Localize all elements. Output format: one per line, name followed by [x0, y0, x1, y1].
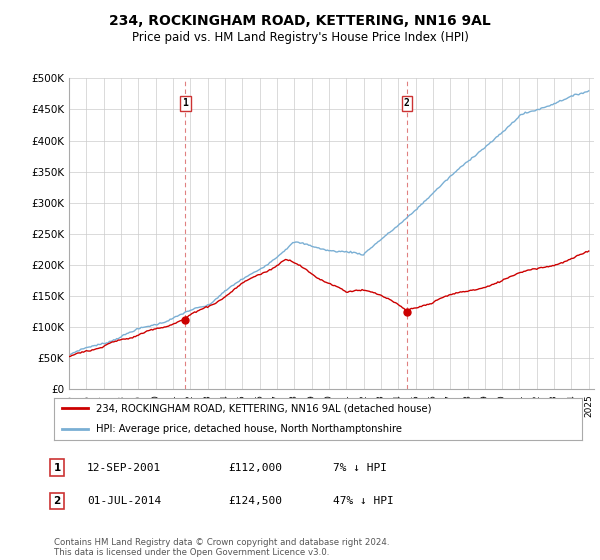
Text: 1: 1: [53, 463, 61, 473]
Text: HPI: Average price, detached house, North Northamptonshire: HPI: Average price, detached house, Nort…: [96, 424, 402, 434]
Text: 2: 2: [53, 496, 61, 506]
Text: £112,000: £112,000: [228, 463, 282, 473]
Text: 47% ↓ HPI: 47% ↓ HPI: [333, 496, 394, 506]
Text: 7% ↓ HPI: 7% ↓ HPI: [333, 463, 387, 473]
Text: Contains HM Land Registry data © Crown copyright and database right 2024.
This d: Contains HM Land Registry data © Crown c…: [54, 538, 389, 557]
Text: 2: 2: [404, 98, 410, 108]
Text: 1: 1: [182, 98, 188, 108]
Text: 234, ROCKINGHAM ROAD, KETTERING, NN16 9AL: 234, ROCKINGHAM ROAD, KETTERING, NN16 9A…: [109, 14, 491, 28]
Text: 234, ROCKINGHAM ROAD, KETTERING, NN16 9AL (detached house): 234, ROCKINGHAM ROAD, KETTERING, NN16 9A…: [96, 403, 432, 413]
Text: 01-JUL-2014: 01-JUL-2014: [87, 496, 161, 506]
Text: 12-SEP-2001: 12-SEP-2001: [87, 463, 161, 473]
Text: £124,500: £124,500: [228, 496, 282, 506]
Text: Price paid vs. HM Land Registry's House Price Index (HPI): Price paid vs. HM Land Registry's House …: [131, 31, 469, 44]
